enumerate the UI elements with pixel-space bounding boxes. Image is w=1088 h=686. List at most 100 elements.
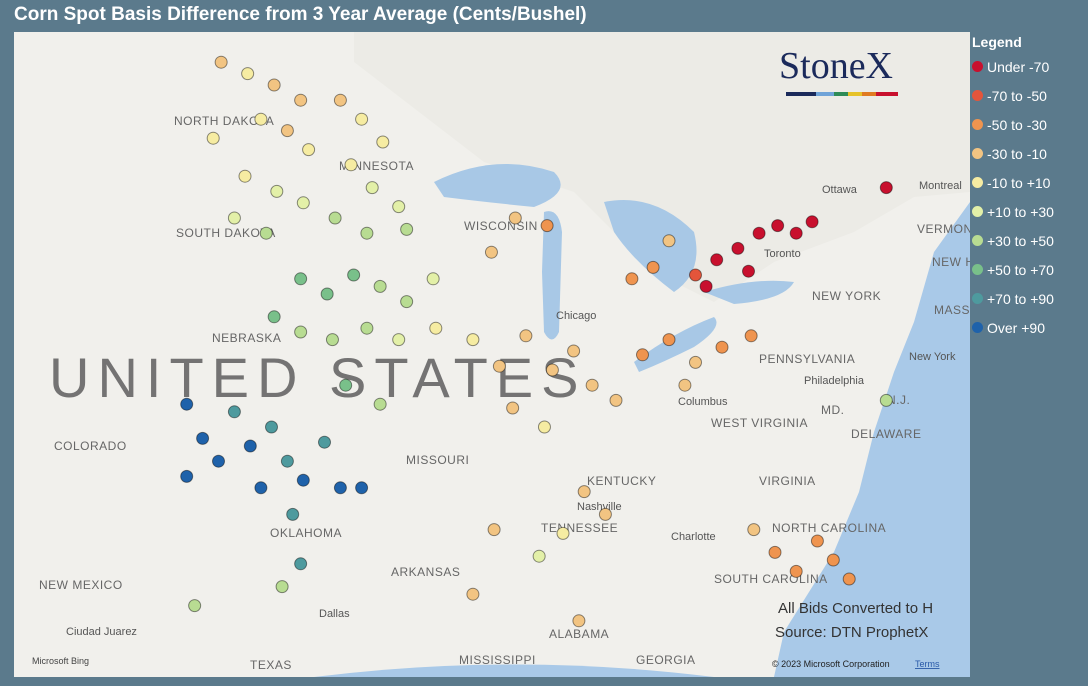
legend-item[interactable]: Under -70 — [972, 52, 1084, 81]
bid-point[interactable] — [715, 340, 729, 354]
bid-point[interactable] — [572, 614, 586, 628]
bid-point[interactable] — [265, 420, 278, 434]
legend-item[interactable]: -10 to +10 — [972, 168, 1084, 197]
legend-item[interactable]: +50 to +70 — [972, 255, 1084, 284]
legend-item[interactable]: Over +90 — [972, 313, 1084, 342]
bid-point[interactable] — [879, 393, 893, 407]
bid-point[interactable] — [365, 181, 379, 195]
bid-point[interactable] — [400, 295, 414, 309]
bid-point[interactable] — [227, 211, 241, 225]
bid-point[interactable] — [214, 55, 228, 69]
bid-point[interactable] — [699, 279, 713, 293]
bid-point[interactable] — [752, 226, 766, 240]
bid-point[interactable] — [646, 260, 660, 274]
bid-point[interactable] — [355, 481, 369, 495]
bid-point[interactable] — [241, 67, 255, 81]
bid-point[interactable] — [355, 112, 369, 126]
bid-point[interactable] — [328, 211, 342, 225]
bid-point[interactable] — [275, 580, 289, 594]
bid-point[interactable] — [789, 564, 803, 578]
bid-point[interactable] — [747, 523, 761, 537]
bid-point[interactable] — [280, 454, 294, 468]
bid-point[interactable] — [426, 272, 440, 286]
bid-point[interactable] — [826, 553, 840, 567]
bid-point[interactable] — [294, 325, 308, 339]
bid-point[interactable] — [742, 264, 755, 278]
bid-point[interactable] — [492, 359, 506, 373]
terms-link[interactable]: Terms — [915, 659, 940, 669]
legend-item[interactable]: +30 to +50 — [972, 226, 1084, 255]
bid-point[interactable] — [320, 287, 334, 301]
bid-point[interactable] — [771, 219, 785, 233]
bid-point[interactable] — [879, 181, 893, 195]
bid-point[interactable] — [376, 135, 390, 149]
bid-point[interactable] — [805, 215, 819, 229]
bid-point[interactable] — [532, 549, 546, 563]
bid-point[interactable] — [598, 507, 612, 521]
bid-point[interactable] — [466, 333, 480, 347]
bid-point[interactable] — [196, 431, 210, 445]
bid-point[interactable] — [625, 272, 639, 286]
bid-point[interactable] — [294, 272, 308, 286]
bid-point[interactable] — [466, 587, 480, 601]
bid-point[interactable] — [689, 268, 702, 282]
legend-item[interactable]: -70 to -50 — [972, 81, 1084, 110]
bid-point[interactable] — [540, 219, 554, 233]
bid-point[interactable] — [267, 78, 281, 92]
bid-point[interactable] — [810, 534, 824, 548]
bid-point[interactable] — [484, 245, 498, 259]
bid-point[interactable] — [296, 196, 310, 210]
bid-point[interactable] — [609, 393, 623, 407]
bid-point[interactable] — [325, 333, 339, 347]
bid-point[interactable] — [545, 363, 559, 377]
bid-point[interactable] — [227, 405, 241, 419]
bid-point[interactable] — [302, 143, 316, 157]
bid-point[interactable] — [392, 200, 406, 214]
bid-point[interactable] — [744, 329, 758, 343]
bid-point[interactable] — [238, 169, 252, 183]
bid-point[interactable] — [556, 526, 570, 540]
legend-item[interactable]: -50 to -30 — [972, 110, 1084, 139]
bid-point[interactable] — [267, 310, 281, 324]
bid-point[interactable] — [768, 545, 782, 559]
bid-point[interactable] — [373, 397, 387, 411]
bid-point[interactable] — [537, 420, 551, 434]
bid-point[interactable] — [180, 397, 194, 411]
bid-point[interactable] — [294, 557, 308, 571]
bid-point[interactable] — [360, 321, 374, 335]
bid-point[interactable] — [206, 131, 220, 145]
legend-item[interactable]: -30 to -10 — [972, 139, 1084, 168]
bid-point[interactable] — [344, 158, 358, 172]
bid-point[interactable] — [689, 355, 702, 369]
bid-point[interactable] — [710, 253, 724, 267]
bid-point[interactable] — [270, 184, 284, 198]
bid-point[interactable] — [333, 481, 347, 495]
bid-point[interactable] — [577, 485, 591, 499]
bid-point[interactable] — [188, 599, 202, 613]
bid-point[interactable] — [243, 439, 257, 453]
bid-point[interactable] — [662, 234, 676, 248]
bid-point[interactable] — [789, 226, 803, 240]
bid-point[interactable] — [347, 268, 361, 282]
bid-point[interactable] — [731, 241, 745, 255]
bid-point[interactable] — [296, 473, 310, 487]
bid-point[interactable] — [506, 401, 520, 415]
bid-point[interactable] — [180, 469, 194, 483]
bid-point[interactable] — [400, 222, 414, 236]
bid-point[interactable] — [373, 279, 387, 293]
legend-item[interactable]: +10 to +30 — [972, 197, 1084, 226]
bid-point[interactable] — [254, 112, 268, 126]
bid-point[interactable] — [392, 333, 406, 347]
bid-point[interactable] — [508, 211, 522, 225]
legend-item[interactable]: +70 to +90 — [972, 284, 1084, 313]
bid-point[interactable] — [212, 454, 225, 468]
bid-point[interactable] — [360, 226, 374, 240]
bid-point[interactable] — [678, 378, 692, 392]
bid-point[interactable] — [286, 507, 300, 521]
bid-point[interactable] — [567, 344, 581, 358]
bid-point[interactable] — [519, 329, 533, 343]
bid-point[interactable] — [662, 333, 676, 347]
bid-point[interactable] — [259, 226, 273, 240]
bid-point[interactable] — [280, 124, 294, 138]
bid-point[interactable] — [333, 93, 347, 107]
